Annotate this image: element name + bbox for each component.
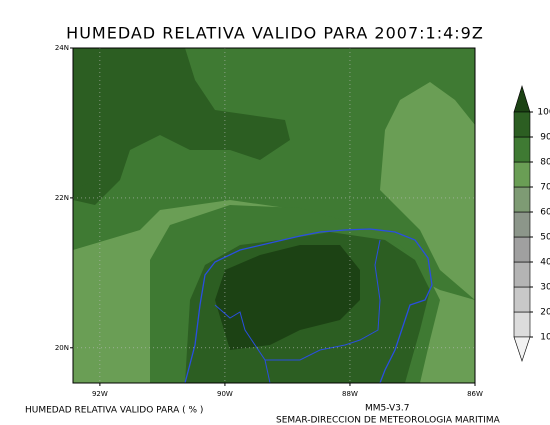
colorbar-label: 90 [540,133,550,143]
y-tick-label: 22N [55,194,69,202]
colorbar-band [513,136,531,163]
colorbar-band [513,286,531,313]
title: HUMEDAD RELATIVA VALIDO PARA 2007:1:4:9Z [66,24,484,43]
x-tick-label: 90W [217,390,233,398]
colorbar-label: 40 [540,258,550,268]
contour-region [73,48,290,205]
y-tick-label: 24N [55,44,69,52]
colorbar-label: 60 [540,208,550,218]
contour-region [380,82,475,300]
colorbar-band [513,161,531,188]
colorbar-band [513,186,531,213]
colorbar-cap [513,84,531,113]
border [265,239,381,361]
x-tick-label: 88W [342,390,358,398]
colorbar-label: 30 [540,283,550,293]
map-frame [72,47,476,384]
colorbar-label: 50 [540,233,550,243]
colorbar-label: 10 [540,333,550,343]
x-tick-label: 86W [467,390,483,398]
colorbar-label: 100 [537,108,550,118]
x-tick-label: 92W [92,390,108,398]
colorbar-band [513,111,531,138]
colorbar-band [513,236,531,263]
colorbar-label: 20 [540,308,550,318]
colorbar-cap [513,336,531,362]
y-tick-label: 20N [55,344,69,352]
source-label: SEMAR-DIRECCION DE METEOROLOGIA MARITIMA [276,416,501,425]
map: 92W 90W 88W 86W 24N 22N 20N [55,44,483,398]
coastline [184,228,433,383]
footer-label: HUMEDAD RELATIVA VALIDO PARA ( % ) [25,406,203,416]
colorbar-band [513,311,531,338]
colorbar: 10 20 30 40 50 60 70 80 90 100 [513,84,550,362]
map-area [73,48,475,383]
colorbar-label: 80 [540,158,550,168]
contour-region [215,245,360,350]
colorbar-label: 70 [540,183,550,193]
model-label: MM5-V3.7 [365,404,409,414]
contour-region [73,95,95,190]
colorbar-band [513,211,531,238]
colorbar-band [513,261,531,288]
